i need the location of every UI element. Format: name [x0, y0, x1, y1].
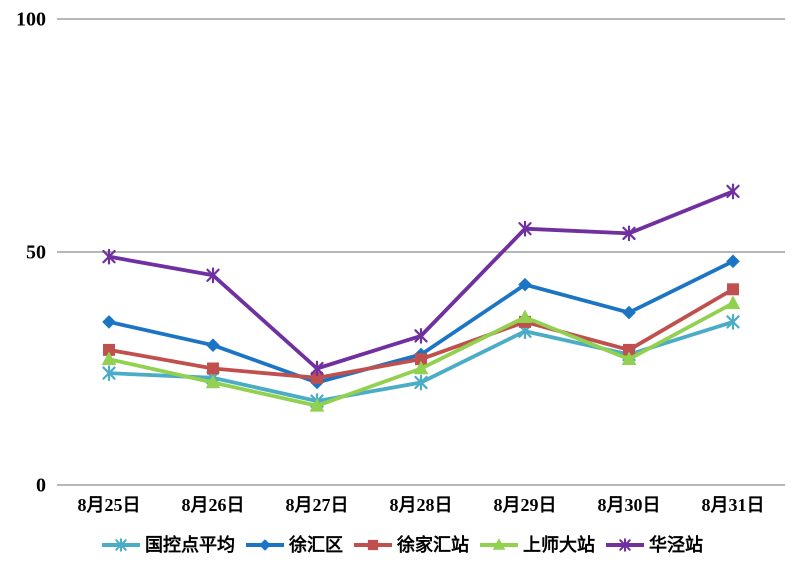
legend-label: 徐汇区 — [289, 535, 343, 555]
legend-swatch — [606, 538, 644, 552]
diamond-marker — [726, 254, 740, 269]
diamond-marker — [622, 305, 636, 320]
series-markers-1 — [102, 254, 740, 390]
legend-swatch — [480, 538, 518, 550]
triangle-marker — [309, 397, 325, 412]
square-marker — [415, 353, 427, 366]
asterisk-marker — [310, 360, 324, 377]
square-marker — [103, 343, 115, 356]
legend-item-3: 上师大站 — [479, 536, 595, 554]
square-marker — [367, 539, 379, 551]
diamond-marker — [206, 338, 220, 352]
x-tick-label: 8月25日 — [78, 495, 141, 515]
triangle-marker — [725, 295, 741, 310]
triangle-marker — [621, 351, 637, 365]
chart-legend: 国控点平均 徐汇区 徐家汇站 上师大站 华泾站 — [0, 531, 804, 559]
square-marker — [207, 362, 219, 375]
legend-label: 华泾站 — [649, 535, 703, 555]
asterisk-marker — [102, 365, 116, 382]
series-markers-4 — [102, 183, 740, 377]
asterisk-marker — [619, 538, 631, 552]
square-marker — [311, 371, 323, 384]
triangle-marker — [413, 360, 429, 375]
x-tick-label: 8月29日 — [494, 495, 557, 515]
asterisk-marker — [622, 225, 636, 242]
asterisk-marker — [726, 183, 740, 200]
diamond-marker — [102, 315, 116, 329]
asterisk-marker — [115, 538, 127, 552]
triangle-marker — [205, 374, 221, 389]
y-tick-label: 0 — [36, 475, 46, 497]
triangle-marker — [101, 351, 117, 365]
asterisk-marker — [414, 327, 428, 344]
legend-label: 国控点平均 — [145, 535, 235, 555]
x-tick-label: 8月26日 — [182, 495, 245, 515]
asterisk-marker — [726, 314, 740, 330]
triangle-marker — [492, 538, 506, 550]
square-marker — [623, 343, 635, 356]
series-markers-3 — [101, 295, 741, 412]
x-tick-label: 8月30日 — [598, 495, 661, 515]
asterisk-marker — [102, 248, 116, 265]
x-tick-label: 8月27日 — [286, 495, 349, 515]
diamond-marker — [518, 277, 532, 292]
diamond-marker — [259, 539, 271, 551]
y-tick-label: 100 — [16, 9, 46, 31]
asterisk-marker — [206, 267, 220, 284]
legend-swatch — [246, 539, 284, 551]
x-tick-label: 8月31日 — [702, 495, 765, 515]
legend-item-0: 国控点平均 — [101, 536, 235, 554]
legend-label: 徐家汇站 — [397, 535, 469, 555]
triangle-marker — [517, 309, 533, 324]
square-marker — [727, 283, 739, 296]
legend-item-1: 徐汇区 — [245, 536, 343, 554]
asterisk-marker — [518, 220, 532, 237]
legend-label: 上师大站 — [523, 535, 595, 555]
legend-item-2: 徐家汇站 — [353, 536, 469, 554]
legend-swatch — [354, 539, 392, 551]
y-tick-label: 50 — [26, 242, 46, 264]
legend-item-4: 华泾站 — [605, 536, 703, 554]
legend-swatch — [102, 538, 140, 552]
x-tick-label: 8月28日 — [390, 495, 453, 515]
asterisk-marker — [414, 374, 428, 391]
